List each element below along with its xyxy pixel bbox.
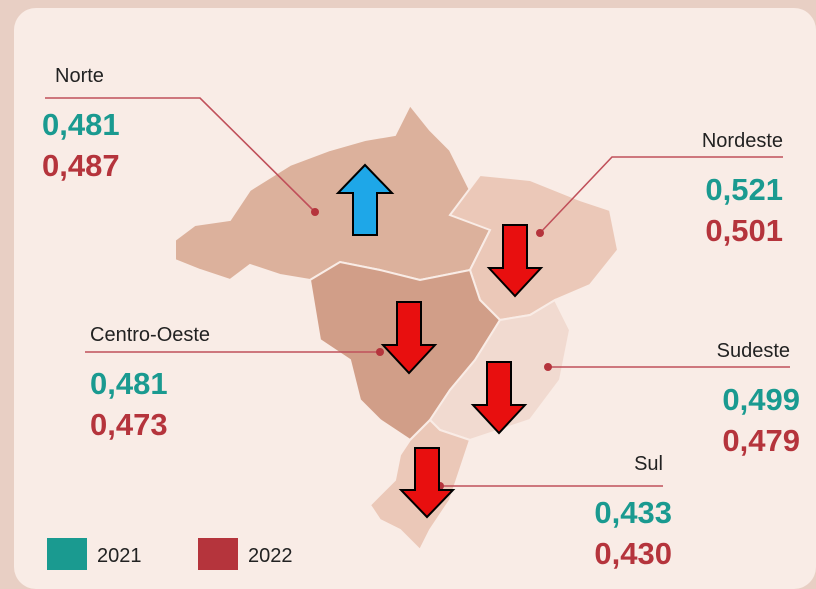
labels: Norte 0,481 0,487 Nordeste 0,521 0,501 Centro-…	[42, 65, 800, 571]
arrow-down	[380, 301, 438, 375]
value-2021: 0,481	[42, 107, 120, 142]
arrow-down	[470, 361, 528, 435]
legend-swatch	[198, 538, 238, 570]
legend-label: 2021	[97, 545, 142, 567]
arrow-down	[398, 447, 456, 519]
value-2021: 0,433	[594, 495, 672, 530]
leaders	[45, 97, 790, 487]
leader-line	[45, 97, 316, 213]
region-name: Centro-Oeste	[90, 324, 210, 346]
value-2021: 0,521	[705, 172, 783, 207]
region-name: Sudeste	[717, 340, 790, 362]
leader-line	[539, 156, 783, 234]
value-2022: 0,479	[722, 423, 800, 458]
value-2022: 0,501	[705, 213, 783, 248]
region-name: Sul	[634, 453, 663, 475]
dot	[544, 363, 552, 371]
legend-swatch	[47, 538, 87, 570]
arrow-down	[486, 224, 544, 298]
dot	[376, 348, 384, 356]
dot	[311, 208, 319, 216]
value-2021: 0,481	[90, 366, 168, 401]
arrow-up	[335, 163, 395, 236]
dot	[536, 229, 544, 237]
arrows	[335, 163, 544, 519]
value-2021: 0,499	[722, 382, 800, 417]
value-2022: 0,473	[90, 407, 168, 442]
legend: 2021 2022	[47, 538, 293, 570]
value-2022: 0,487	[42, 148, 120, 183]
region-name: Nordeste	[702, 130, 783, 152]
region-name: Norte	[55, 65, 104, 87]
value-2022: 0,430	[594, 536, 672, 571]
legend-label: 2022	[248, 545, 293, 567]
